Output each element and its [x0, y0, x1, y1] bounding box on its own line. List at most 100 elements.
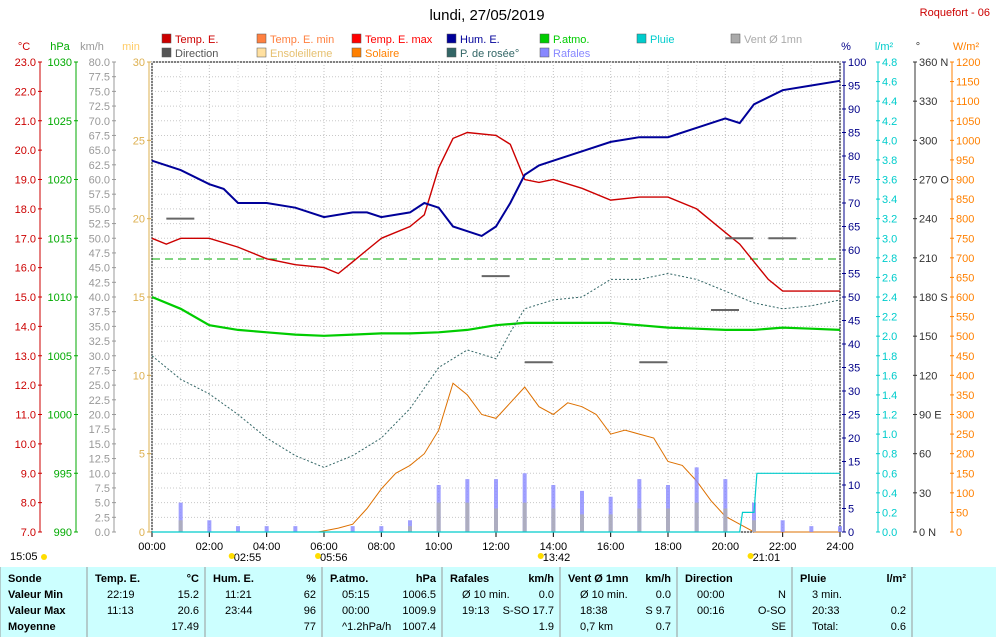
- wind-axis-tick: 80.0: [89, 57, 110, 69]
- hum-axis-tick: 60: [848, 245, 860, 257]
- legend-label: P.atmo.: [553, 34, 590, 46]
- x-tick-label: 24:00: [826, 541, 854, 553]
- temp-axis-tick: 16.0: [15, 263, 36, 275]
- summary-cell-time: 00:16: [697, 605, 725, 617]
- temp-axis-tick: 19.0: [15, 175, 36, 187]
- temp-axis-tick: 18.0: [15, 204, 36, 216]
- legend-swatch: [351, 47, 362, 58]
- min-axis-tick: 15: [133, 292, 145, 304]
- moon-icon: [747, 553, 754, 559]
- hum-axis-tick: 45: [848, 316, 860, 328]
- wind-axis-tick: 2.5: [95, 512, 110, 524]
- dir-axis-tick: 30: [919, 488, 931, 500]
- gust-bar: [379, 526, 384, 532]
- wind-bar: [408, 526, 412, 532]
- temp-axis-tick: 15.0: [15, 292, 36, 304]
- summary-cell-time: 3 min.: [812, 589, 842, 601]
- wind-bar: [752, 520, 756, 532]
- temp-axis-tick: 7.0: [21, 527, 36, 539]
- wind-bar: [465, 502, 470, 532]
- solar-axis-tick: 1150: [956, 77, 980, 89]
- dir-axis-unit: °: [916, 41, 920, 53]
- summary-col-unit: km/h: [528, 573, 554, 585]
- summary-cell-time: 18:38: [580, 605, 608, 617]
- wind-axis-unit: km/h: [80, 41, 104, 53]
- wind-axis-tick: 17.5: [89, 424, 110, 436]
- temp-axis-tick: 11.0: [15, 410, 36, 422]
- sun-icon: [41, 554, 47, 560]
- temp-axis-tick: 13.0: [15, 351, 36, 363]
- min-axis-unit: min: [122, 41, 140, 53]
- temp-axis-tick: 20.0: [15, 145, 36, 157]
- summary-cell-time: ^1.2hPa/h: [342, 621, 391, 633]
- summary-cell-time: 19:13: [462, 605, 490, 617]
- gust-bar: [780, 520, 785, 532]
- summary-row-label: Moyenne: [8, 621, 56, 633]
- wind-bar: [494, 508, 498, 532]
- hum-axis-tick: 100: [848, 57, 866, 69]
- summary-col-title: Vent Ø 1mn: [568, 573, 629, 585]
- dewpoint-line: [151, 272, 841, 468]
- wind-axis-tick: 57.5: [89, 189, 110, 201]
- station-name: Roquefort - 06: [920, 7, 990, 19]
- pressure-axis-tick: 1010: [48, 292, 72, 304]
- summary-cell-value: 0.0: [656, 589, 671, 601]
- hum-axis-tick: 5: [848, 504, 854, 516]
- summary-cell-value: S-SO 17.7: [503, 605, 554, 617]
- legend-label: P. de rosée°: [460, 48, 519, 60]
- summary-cell-value: 1006.5: [402, 589, 436, 601]
- dir-axis-tick: 330: [919, 96, 937, 108]
- hum-axis-tick: 20: [848, 433, 860, 445]
- solar-axis-tick: 450: [956, 351, 974, 363]
- time-marker-label: 21:01: [753, 552, 781, 564]
- x-tick-label: 16:00: [597, 541, 625, 553]
- gust-bar: [752, 502, 756, 532]
- wind-axis-tick: 35.0: [89, 321, 110, 333]
- solar-axis-tick: 300: [956, 410, 974, 422]
- gust-bar: [293, 526, 298, 532]
- gust-bar: [694, 467, 699, 532]
- wind-bar: [637, 508, 642, 532]
- summary-cell-time: Ø 10 min.: [580, 589, 628, 601]
- solar-axis-tick: 50: [956, 507, 968, 519]
- rain-axis-tick: 3.4: [882, 194, 897, 206]
- legend-label: Hum. E.: [460, 34, 500, 46]
- temp-axis-tick: 21.0: [15, 116, 36, 128]
- summary-cell-value: 0.6: [891, 621, 906, 633]
- legend-label: Rafales: [553, 48, 591, 60]
- dir-axis-tick: 210: [919, 253, 937, 265]
- rain-axis-tick: 1.2: [882, 410, 897, 422]
- min-axis-tick: 5: [139, 449, 145, 461]
- pressure-line: [151, 295, 841, 337]
- summary-col-title: P.atmo.: [330, 573, 368, 585]
- solar-axis-tick: 850: [956, 194, 974, 206]
- dir-axis-tick: 150: [919, 331, 937, 343]
- x-tick-label: 08:00: [368, 541, 396, 553]
- wind-axis-tick: 0.0: [95, 527, 110, 539]
- summary-cell-time: 11:21: [225, 589, 252, 601]
- pressure-axis-tick: 1030: [48, 57, 72, 69]
- x-tick-label: 02:00: [196, 541, 224, 553]
- hum-axis-tick: 40: [848, 339, 860, 351]
- wind-bar: [694, 502, 699, 532]
- summary-table: Sonde Valeur Min Valeur Max Moyenne Temp. E.…: [0, 567, 996, 637]
- x-tick-label: 18:00: [654, 541, 682, 553]
- summary-cell-time: 20:33: [812, 605, 840, 617]
- axes: 23.0 22.0 21.0 20.0 19.0 18.0 17.0 16.0 15.0 14.0…: [15, 57, 981, 553]
- hum-axis-tick: 50: [848, 292, 860, 304]
- summary-col-title: Direction: [685, 573, 733, 585]
- summary-col-title: Rafales: [450, 573, 489, 585]
- wind-bar: [178, 520, 183, 532]
- rain-axis-tick: 2.6: [882, 272, 897, 284]
- temp-axis-tick: 17.0: [15, 233, 36, 245]
- solar-axis-tick: 700: [956, 253, 974, 265]
- hum-axis-tick: 90: [848, 104, 860, 116]
- rain-axis-tick: 0.0: [882, 527, 897, 539]
- legend-swatch: [161, 47, 172, 58]
- wind-axis-tick: 45.0: [89, 263, 110, 275]
- rain-axis-tick: 0.6: [882, 468, 897, 480]
- temp-axis-tick: 10.0: [15, 439, 36, 451]
- x-tick-label: 20:00: [712, 541, 740, 553]
- rain-axis-tick: 0.8: [882, 449, 897, 461]
- summary-cell-time: Ø 10 min.: [462, 589, 510, 601]
